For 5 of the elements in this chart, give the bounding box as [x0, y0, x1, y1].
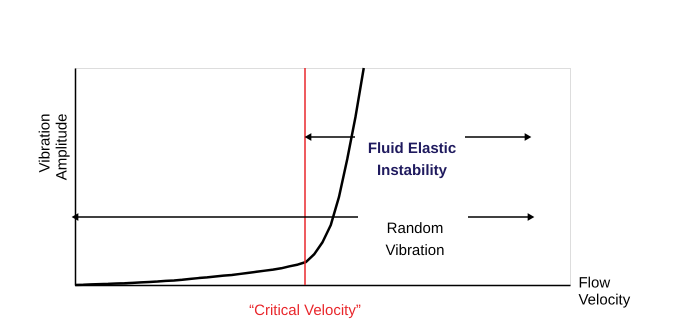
annotation: Random Vibration [386, 220, 444, 259]
text: “Critical Velocity” [249, 302, 361, 319]
y-axis-title: Vibration Amplitude [36, 114, 70, 180]
annotation: Fluid Elastic Instability [368, 140, 456, 179]
x-axis-title: Flow Velocity [578, 274, 631, 308]
